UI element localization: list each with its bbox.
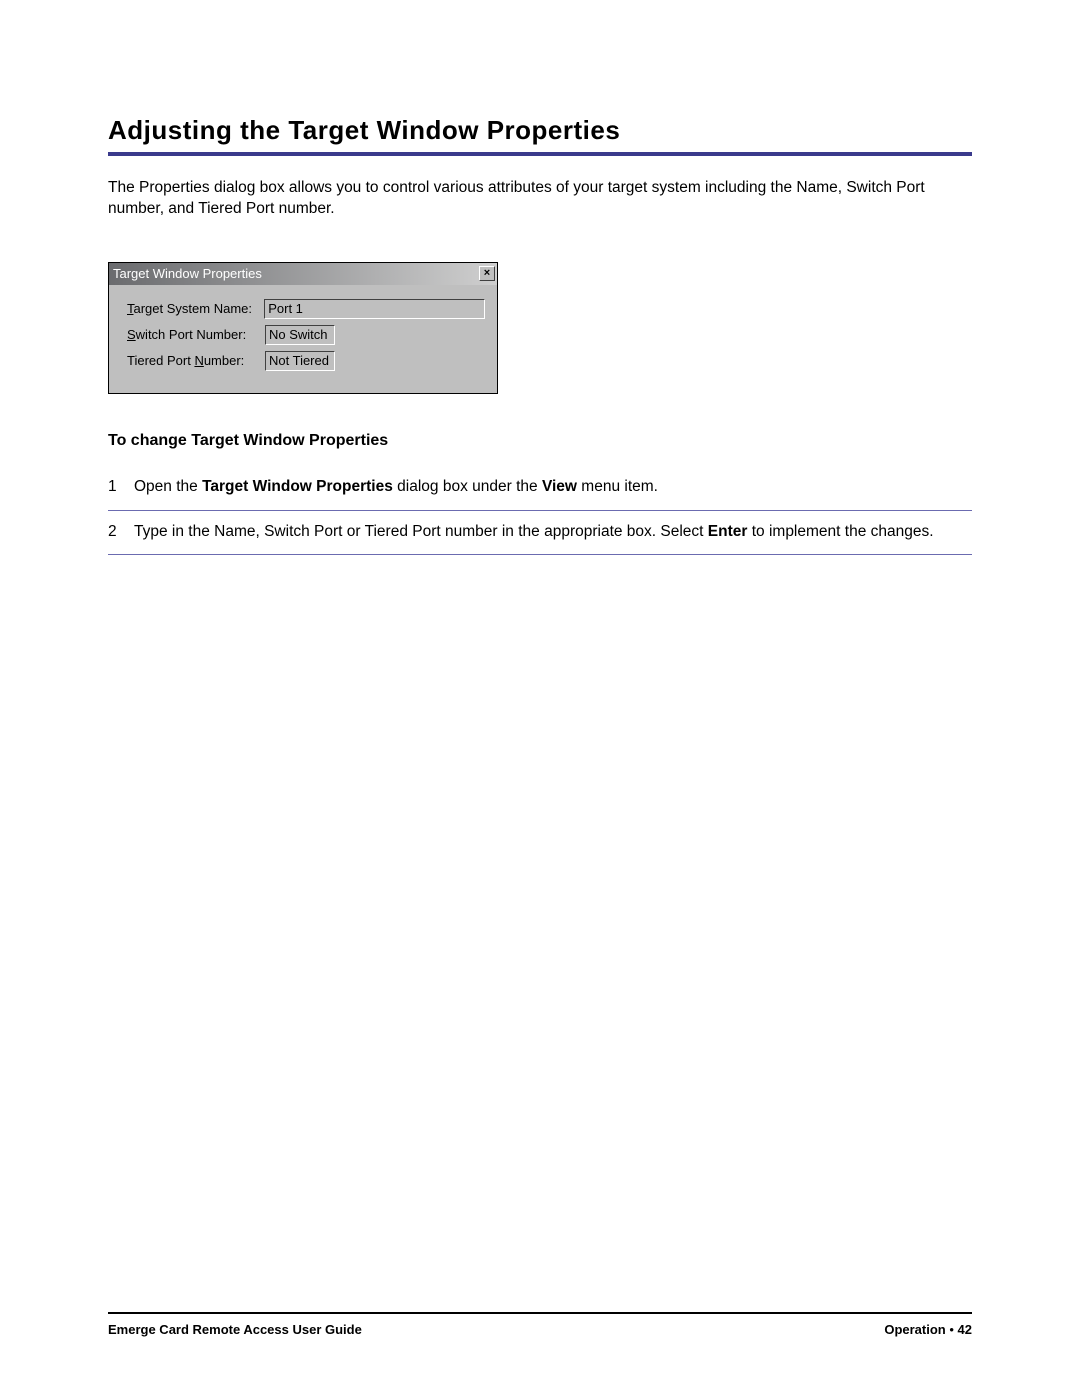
target-window-properties-dialog: Target Window Properties × Target System…	[108, 262, 498, 394]
footer-separator: •	[946, 1322, 958, 1337]
page-footer: Emerge Card Remote Access User Guide Ope…	[108, 1312, 972, 1337]
step-item: 1Open the Target Window Properties dialo…	[108, 466, 972, 511]
dialog-field-label: Switch Port Number:	[127, 327, 265, 342]
dialog-row: Switch Port Number:	[127, 325, 485, 345]
target-system-name-input[interactable]	[264, 299, 485, 319]
step-number: 2	[108, 521, 134, 543]
footer-page-info: Operation • 42	[884, 1322, 972, 1337]
dialog-field-label: Tiered Port Number:	[127, 353, 265, 368]
dialog-titlebar: Target Window Properties ×	[109, 263, 497, 285]
steps-list: 1Open the Target Window Properties dialo…	[108, 466, 972, 555]
dialog-title: Target Window Properties	[113, 266, 262, 281]
dialog-body: Target System Name: Switch Port Number: Ti…	[109, 285, 497, 393]
footer-section: Operation	[884, 1322, 945, 1337]
footer-page-number: 42	[958, 1322, 972, 1337]
step-number: 1	[108, 476, 134, 498]
page-title: Adjusting the Target Window Properties	[108, 115, 972, 156]
step-text: Type in the Name, Switch Port or Tiered …	[134, 521, 972, 543]
dialog-field-label: Target System Name:	[127, 301, 264, 316]
close-icon[interactable]: ×	[479, 266, 495, 281]
switch-port-number-input[interactable]	[265, 325, 335, 345]
step-item: 2Type in the Name, Switch Port or Tiered…	[108, 511, 972, 556]
intro-paragraph: The Properties dialog box allows you to …	[108, 178, 972, 220]
dialog-row: Tiered Port Number:	[127, 351, 485, 371]
section-heading: To change Target Window Properties	[108, 432, 972, 450]
tiered-port-number-input[interactable]	[265, 351, 335, 371]
dialog-row: Target System Name:	[127, 299, 485, 319]
footer-doc-title: Emerge Card Remote Access User Guide	[108, 1322, 362, 1337]
step-text: Open the Target Window Properties dialog…	[134, 476, 972, 498]
